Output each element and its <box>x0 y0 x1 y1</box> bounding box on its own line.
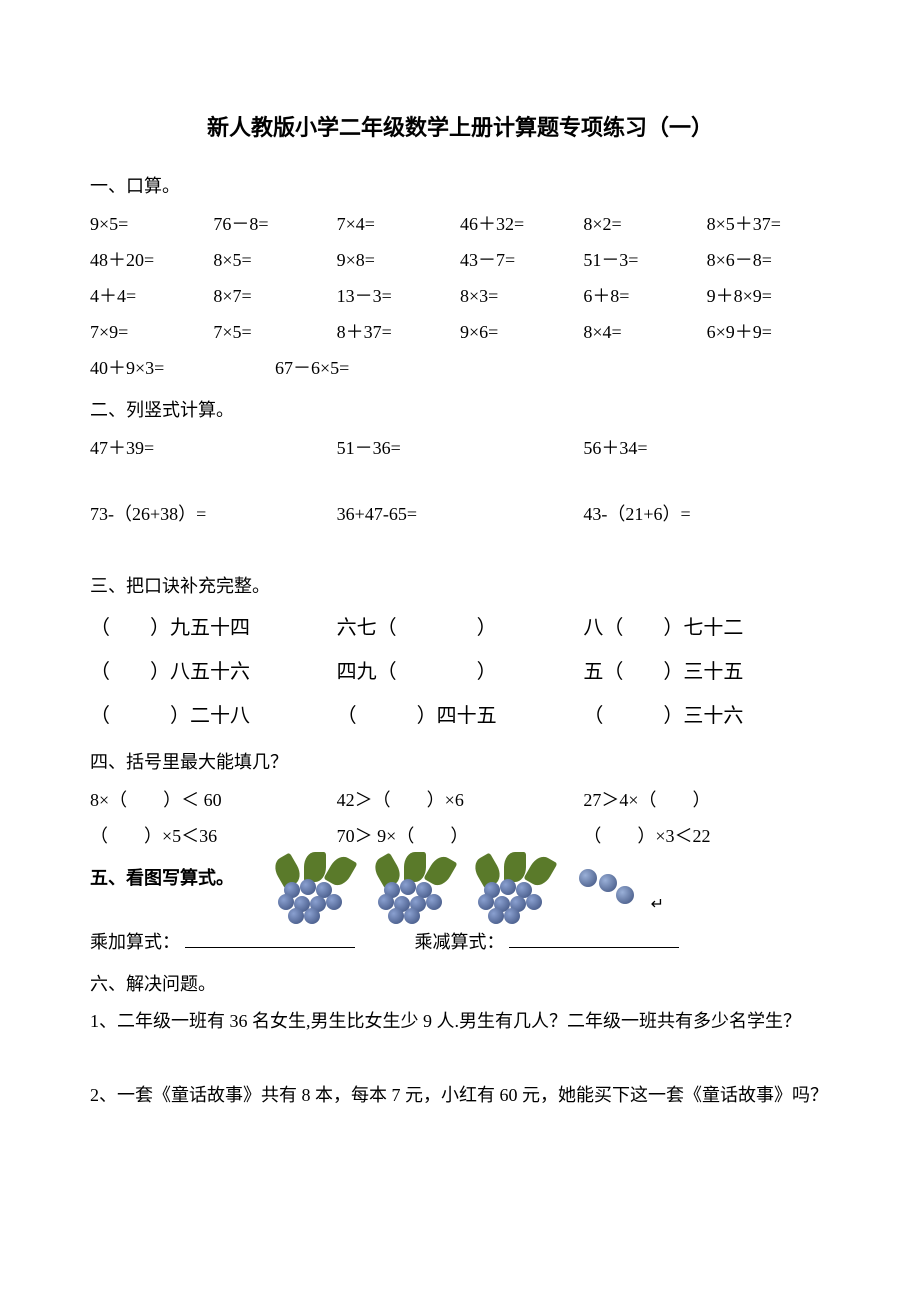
ineq-row: （ ）×5＜36 70＞ 9×（ ） （ ）×3＜22 <box>90 818 830 854</box>
ineq-cell: 70＞ 9×（ ） <box>337 818 584 854</box>
calc-row: 9×5= 76－8= 7×4= 46＋32= 8×2= 8×5＋37= <box>90 206 830 242</box>
calc-cell: 8×3= <box>460 278 583 314</box>
calc-cell: 40＋9×3= <box>90 350 275 386</box>
rhyme-cell: （ ）三十六 <box>583 694 830 738</box>
rhyme-cell: 四九（ ） <box>337 650 584 694</box>
section-3-head: 三、把口诀补充完整。 <box>90 572 830 598</box>
word-problem-2: 2、一套《童话故事》共有 8 本，每本 7 元，小红有 60 元，她能买下这一套… <box>90 1078 830 1112</box>
calc-cell: 7×5= <box>213 314 336 350</box>
calc-cell: 7×4= <box>337 206 460 242</box>
ineq-cell: （ ）×5＜36 <box>90 818 337 854</box>
calc-cell: 8＋37= <box>337 314 460 350</box>
calc-cell: 46＋32= <box>460 206 583 242</box>
rhyme-cell: 八（ ）七十二 <box>583 606 830 650</box>
calc-cell: 8×6－8= <box>707 242 830 278</box>
calc-cell: 7×9= <box>90 314 213 350</box>
calc-row: 4＋4= 8×7= 13－3= 8×3= 6＋8= 9＋8×9= <box>90 278 830 314</box>
mul-sub-label: 乘减算式： <box>415 932 505 952</box>
rhyme-cell: （ ）八五十六 <box>90 650 337 694</box>
calc-cell: 51－3= <box>583 242 706 278</box>
rhyme-cell: 六七（ ） <box>337 606 584 650</box>
page-title: 新人教版小学二年级数学上册计算题专项练习（一） <box>90 110 830 142</box>
calc-cell: 13－3= <box>337 278 460 314</box>
calc-cell: 8×7= <box>213 278 336 314</box>
calc-cell: 8×4= <box>583 314 706 350</box>
calc-cell: 9×8= <box>337 242 460 278</box>
calc-cell: 9＋8×9= <box>707 278 830 314</box>
vert-cell: 43-（21+6）= <box>583 496 830 532</box>
vert-row: 73-（26+38）= 36+47-65= 43-（21+6）= <box>90 496 830 532</box>
calc-cell: 9×6= <box>460 314 583 350</box>
mul-sub-expr: 乘减算式： <box>415 924 680 960</box>
worksheet-page: 新人教版小学二年级数学上册计算题专项练习（一） 一、口算。 9×5= 76－8=… <box>0 0 920 1212</box>
ineq-cell: 27＞4×（ ） <box>583 782 830 818</box>
vert-cell: 36+47-65= <box>337 496 584 532</box>
loose-berries-icon: ↵ <box>574 864 654 914</box>
calc-cell: 4＋4= <box>90 278 213 314</box>
ineq-cell: 8×（ ）＜ 60 <box>90 782 337 818</box>
blank-line <box>509 927 679 948</box>
vert-row: 47＋39= 51－36= 56＋34= <box>90 430 830 466</box>
vert-cell: 47＋39= <box>90 430 337 466</box>
section-2-head: 二、列竖式计算。 <box>90 396 830 422</box>
calc-cell: 76－8= <box>213 206 336 242</box>
calc-cell: 8×5＋37= <box>707 206 830 242</box>
figure-row: ↵ <box>274 854 654 924</box>
mul-add-label: 乘加算式： <box>90 932 180 952</box>
vert-cell: 51－36= <box>337 430 584 466</box>
rhyme-row: （ ）二十八 （ ）四十五 （ ）三十六 <box>90 694 830 738</box>
ineq-cell: 42＞（ ）×6 <box>337 782 584 818</box>
return-icon: ↵ <box>651 894 664 914</box>
vert-cell: 73-（26+38）= <box>90 496 337 532</box>
calc-row: 7×9= 7×5= 8＋37= 9×6= 8×4= 6×9＋9= <box>90 314 830 350</box>
ineq-cell: （ ）×3＜22 <box>583 818 830 854</box>
expression-row: 乘加算式： 乘减算式： <box>90 924 830 960</box>
blank-line <box>185 927 355 948</box>
calc-cell: 8×2= <box>583 206 706 242</box>
berry-cluster-icon <box>374 854 454 924</box>
calc-cell: 8×5= <box>213 242 336 278</box>
berry-cluster-icon <box>474 854 554 924</box>
rhyme-cell: 五（ ）三十五 <box>583 650 830 694</box>
calc-cell: 6×9＋9= <box>707 314 830 350</box>
ineq-row: 8×（ ）＜ 60 42＞（ ）×6 27＞4×（ ） <box>90 782 830 818</box>
rhyme-cell: （ ）九五十四 <box>90 606 337 650</box>
spacer <box>90 532 830 562</box>
calc-cell: 43－7= <box>460 242 583 278</box>
spacer <box>90 466 830 496</box>
calc-row: 48＋20= 8×5= 9×8= 43－7= 51－3= 8×6－8= <box>90 242 830 278</box>
calc-row: 40＋9×3= 67－6×5= <box>90 350 830 386</box>
calc-cell: 9×5= <box>90 206 213 242</box>
section-1-head: 一、口算。 <box>90 172 830 198</box>
berry-cluster-icon <box>274 854 354 924</box>
calc-cell: 48＋20= <box>90 242 213 278</box>
calc-cell: 6＋8= <box>583 278 706 314</box>
section-4-head: 四、括号里最大能填几？ <box>90 748 830 774</box>
rhyme-cell: （ ）四十五 <box>337 694 584 738</box>
word-problem-1: 1、二年级一班有 36 名女生,男生比女生少 9 人.男生有几人？二年级一班共有… <box>90 1004 830 1038</box>
mul-add-expr: 乘加算式： <box>90 924 355 960</box>
rhyme-cell: （ ）二十八 <box>90 694 337 738</box>
vert-cell: 56＋34= <box>583 430 830 466</box>
rhyme-row: （ ）九五十四 六七（ ） 八（ ）七十二 <box>90 606 830 650</box>
section-6-head: 六、解决问题。 <box>90 970 830 996</box>
section-5-head: 五、看图写算式。 <box>90 864 234 890</box>
rhyme-row: （ ）八五十六 四九（ ） 五（ ）三十五 <box>90 650 830 694</box>
calc-cell: 67－6×5= <box>275 350 830 386</box>
